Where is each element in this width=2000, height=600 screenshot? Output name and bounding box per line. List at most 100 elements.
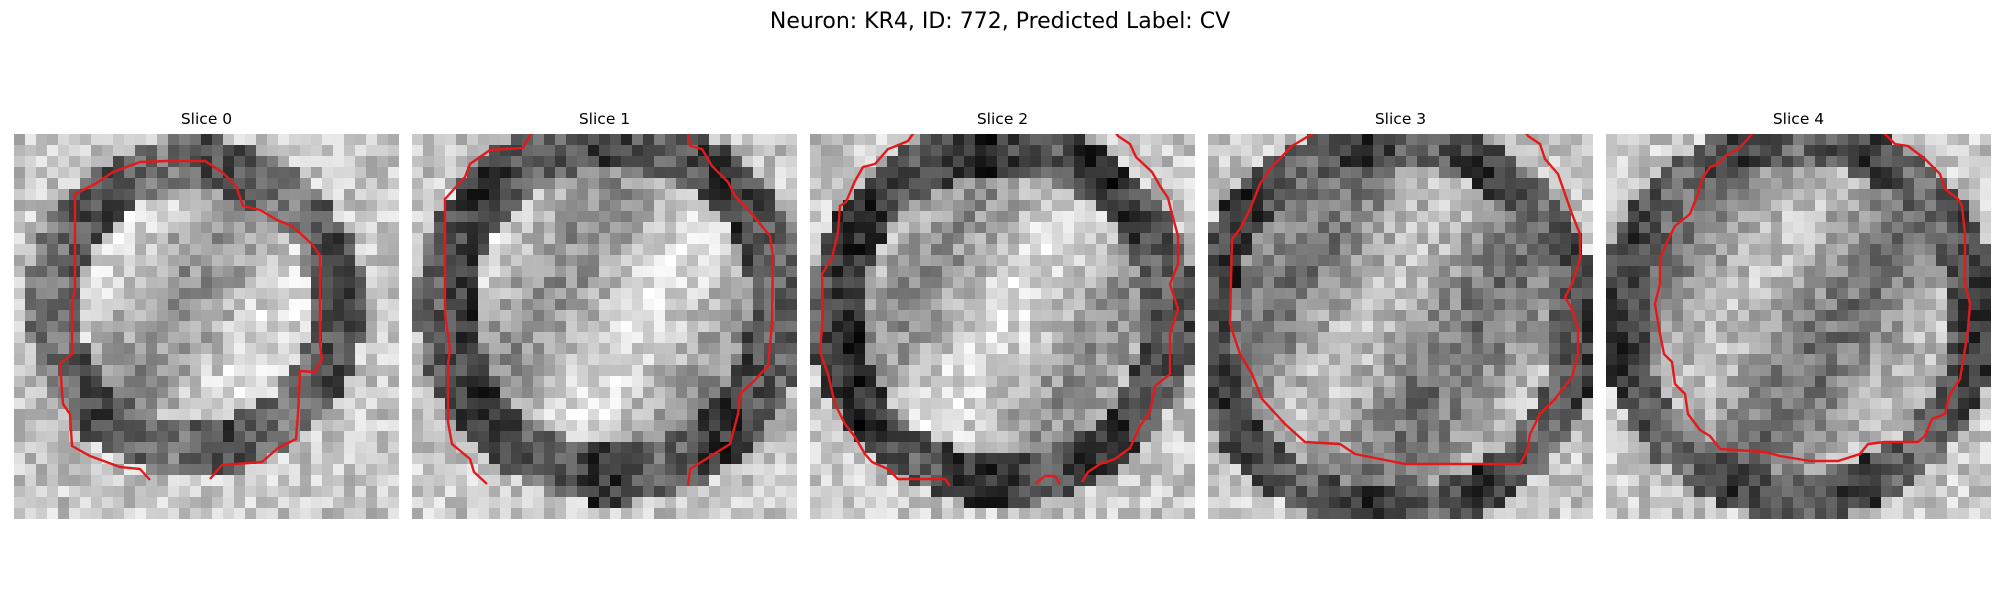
image-pixel <box>1461 277 1473 289</box>
image-pixel <box>742 189 754 201</box>
image-pixel <box>124 189 136 201</box>
image-pixel <box>91 255 103 267</box>
image-pixel <box>1052 167 1064 179</box>
image-pixel <box>1560 145 1572 157</box>
image-pixel <box>1096 475 1108 487</box>
image-pixel <box>810 255 822 267</box>
image-pixel <box>1351 145 1363 157</box>
image-pixel <box>775 453 787 465</box>
image-pixel <box>544 376 556 388</box>
image-pixel <box>1428 134 1440 146</box>
image-pixel <box>1274 299 1286 311</box>
image-pixel <box>544 497 556 509</box>
image-pixel <box>1527 211 1539 223</box>
image-pixel <box>986 288 998 300</box>
image-pixel <box>1263 475 1275 487</box>
image-pixel <box>1230 420 1242 432</box>
image-pixel <box>1582 420 1593 432</box>
image-pixel <box>986 244 998 256</box>
image-pixel <box>377 145 389 157</box>
image-pixel <box>909 343 921 355</box>
image-pixel <box>731 343 743 355</box>
image-pixel <box>1296 189 1308 201</box>
image-pixel <box>1727 134 1739 146</box>
image-pixel <box>146 299 158 311</box>
image-pixel <box>366 486 378 498</box>
image-pixel <box>632 365 644 377</box>
image-pixel <box>1417 508 1429 519</box>
image-pixel <box>256 244 268 256</box>
image-pixel <box>91 464 103 476</box>
image-pixel <box>876 277 888 289</box>
image-pixel <box>201 343 213 355</box>
image-pixel <box>555 233 567 245</box>
image-pixel <box>423 299 435 311</box>
image-pixel <box>920 332 932 344</box>
image-pixel <box>654 233 666 245</box>
image-pixel <box>610 321 622 333</box>
image-pixel <box>1318 475 1330 487</box>
image-pixel <box>223 167 235 179</box>
image-pixel <box>742 156 754 168</box>
image-pixel <box>709 464 721 476</box>
image-pixel <box>366 189 378 201</box>
image-pixel <box>1881 145 1893 157</box>
image-pixel <box>610 178 622 190</box>
image-pixel <box>1362 211 1374 223</box>
image-pixel <box>1472 255 1484 267</box>
image-pixel <box>355 354 367 366</box>
image-pixel <box>533 145 545 157</box>
image-pixel <box>1362 244 1374 256</box>
image-pixel <box>588 277 600 289</box>
image-pixel <box>832 288 844 300</box>
image-pixel <box>1129 464 1141 476</box>
image-pixel <box>14 145 26 157</box>
image-pixel <box>810 156 822 168</box>
image-pixel <box>709 233 721 245</box>
image-pixel <box>333 310 345 322</box>
image-pixel <box>1582 431 1593 443</box>
image-pixel <box>377 332 389 344</box>
image-pixel <box>1208 145 1220 157</box>
image-pixel <box>786 398 797 410</box>
image-pixel <box>1384 442 1396 454</box>
image-pixel <box>555 222 567 234</box>
image-pixel <box>1030 365 1042 377</box>
image-pixel <box>201 442 213 454</box>
image-pixel <box>1582 222 1593 234</box>
image-pixel <box>322 244 334 256</box>
image-pixel <box>456 200 468 212</box>
image-pixel <box>344 255 356 267</box>
image-pixel <box>201 266 213 278</box>
image-pixel <box>997 277 1009 289</box>
image-pixel <box>322 321 334 333</box>
image-pixel <box>775 508 787 519</box>
image-pixel <box>245 321 257 333</box>
image-pixel <box>478 343 490 355</box>
image-pixel <box>1052 288 1064 300</box>
image-pixel <box>1285 376 1297 388</box>
image-pixel <box>58 442 70 454</box>
image-pixel <box>355 233 367 245</box>
image-pixel <box>1494 431 1506 443</box>
image-pixel <box>300 145 312 157</box>
image-pixel <box>113 332 125 344</box>
image-pixel <box>1494 189 1506 201</box>
image-pixel <box>1362 409 1374 421</box>
image-pixel <box>300 387 312 399</box>
image-pixel <box>489 431 501 443</box>
image-pixel <box>179 387 191 399</box>
image-pixel <box>1096 442 1108 454</box>
image-pixel <box>610 442 622 454</box>
image-pixel <box>742 167 754 179</box>
image-pixel <box>698 222 710 234</box>
slice-panel-1: Slice 1 <box>412 108 797 130</box>
image-pixel <box>124 420 136 432</box>
image-pixel <box>1285 288 1297 300</box>
image-pixel <box>500 321 512 333</box>
image-pixel <box>1549 497 1561 509</box>
image-pixel <box>478 442 490 454</box>
image-pixel <box>1274 387 1286 399</box>
image-pixel <box>1362 475 1374 487</box>
image-pixel <box>179 365 191 377</box>
